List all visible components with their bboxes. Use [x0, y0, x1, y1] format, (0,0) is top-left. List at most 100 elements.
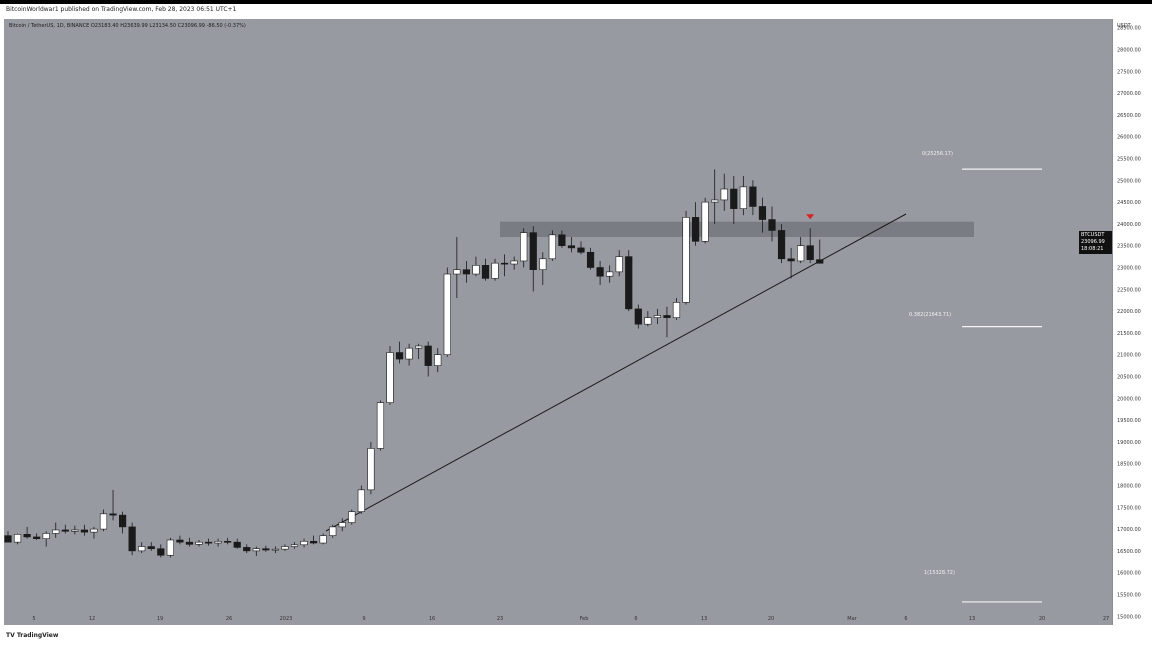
candle	[720, 173, 728, 211]
candle	[99, 509, 108, 532]
candle	[71, 525, 79, 535]
candle-body-down	[558, 234, 566, 247]
candle	[434, 348, 442, 373]
candle-body-up	[491, 262, 499, 279]
candle	[128, 522, 136, 556]
candle-body-up	[539, 258, 547, 270]
time-axis[interactable]: 5 12 19 26 2023 9 16 23 Feb 6 13 20 Mar 6 13 20 27	[4, 611, 1112, 625]
candle-body-up	[290, 544, 299, 547]
price-tag: BTCUSDT 23096.99 18:08:21	[1079, 231, 1112, 254]
chart-svg	[4, 168, 1042, 603]
time-tick-label: 6	[904, 616, 907, 622]
candle-body-up	[644, 317, 652, 325]
candle-body-down	[691, 217, 700, 242]
candle	[405, 343, 413, 366]
fib-label-0: 0(25256.17)	[922, 151, 953, 157]
candle-body-down	[147, 546, 155, 550]
candle-body-up	[405, 347, 413, 360]
candle-body-down	[749, 186, 757, 207]
candle-body-up	[252, 548, 260, 552]
candle-body-up	[739, 186, 747, 209]
price-tick-label: 20000.00	[1117, 396, 1141, 402]
publish-header: BitcoinWorldwar1 published on TradingVie…	[6, 6, 237, 13]
candle	[157, 544, 165, 558]
candle-body-down	[80, 529, 88, 533]
candle-body-down	[243, 547, 251, 552]
candle-body-up	[348, 511, 356, 523]
time-tick-label: 20	[768, 616, 774, 622]
candle-body-down	[23, 534, 31, 538]
candle	[33, 533, 41, 540]
price-tick-label: 20500.00	[1117, 374, 1141, 380]
time-tick-label: 20	[1039, 616, 1045, 622]
candle-body-down	[185, 541, 194, 545]
candle	[653, 308, 661, 325]
candle	[462, 260, 471, 283]
candle-body-up	[548, 234, 556, 260]
axis-unit-label: USDT	[1117, 23, 1132, 29]
candle	[233, 538, 241, 549]
candle-body-up	[281, 546, 289, 550]
top-bar	[0, 0, 1152, 4]
time-tick-label: 13	[969, 616, 975, 622]
tradingview-logo: TV TradingView	[6, 632, 59, 639]
price-tick-label: 19000.00	[1117, 440, 1141, 446]
candle-body-up	[520, 232, 528, 262]
price-tick-label: 27000.00	[1117, 91, 1141, 97]
price-tick-label: 24000.00	[1117, 222, 1141, 228]
candle	[510, 256, 518, 270]
time-tick-label: Mar	[847, 616, 857, 622]
candle	[548, 230, 556, 261]
candle-body-up	[711, 199, 719, 203]
candle-body-down	[634, 308, 642, 325]
candle-body-down	[625, 256, 633, 310]
candle	[224, 537, 232, 545]
candle-body-down	[777, 230, 786, 260]
candle	[119, 511, 127, 534]
candle-body-down	[309, 540, 318, 544]
candle-body-down	[224, 540, 232, 543]
candle	[453, 236, 461, 299]
candle-body-up	[701, 201, 709, 242]
candle-body-down	[119, 514, 127, 528]
candle	[481, 258, 490, 281]
candle	[586, 247, 595, 270]
candle-body-up	[672, 302, 681, 318]
candle	[500, 254, 509, 277]
candle	[395, 341, 404, 364]
candle	[558, 230, 566, 248]
candle	[672, 298, 681, 320]
candle-body-down	[816, 259, 824, 264]
candle	[204, 538, 213, 546]
candle	[271, 546, 280, 554]
candle-body-down	[395, 352, 404, 360]
candle	[768, 206, 776, 242]
candle	[596, 260, 604, 285]
price-tick-label: 15000.00	[1117, 614, 1141, 620]
candle	[749, 180, 757, 216]
candle	[472, 256, 480, 277]
candle-body-down	[157, 548, 165, 556]
price-tick-label: 17000.00	[1117, 527, 1141, 533]
time-tick-label: 5	[32, 616, 35, 622]
candle-body-up	[386, 352, 394, 403]
candle-body-up	[472, 265, 480, 275]
candle	[4, 531, 12, 543]
candle	[309, 535, 318, 545]
candle	[491, 258, 499, 281]
candle-body-down	[109, 513, 117, 516]
candle	[262, 545, 270, 552]
candle	[701, 197, 709, 244]
time-tick-label: 16	[429, 616, 435, 622]
chart-plot-area[interactable]: Bitcoin / TetherUS, 1D, BINANCE O23183.4…	[4, 19, 1112, 625]
fib-label-1: 1(15328.72)	[924, 570, 955, 576]
time-tick-label: 6	[634, 616, 637, 622]
candle	[634, 304, 642, 329]
price-axis-svg: 28500.00 28000.00 27500.00 27000.00 26500.00…	[1117, 23, 1141, 620]
candle-body-down	[128, 526, 136, 552]
candle	[329, 524, 337, 538]
candle	[606, 265, 614, 283]
candle	[730, 175, 738, 224]
price-axis[interactable]: 28500.00 28000.00 27500.00 27000.00 26500.00…	[1112, 19, 1152, 625]
candle	[797, 236, 805, 264]
